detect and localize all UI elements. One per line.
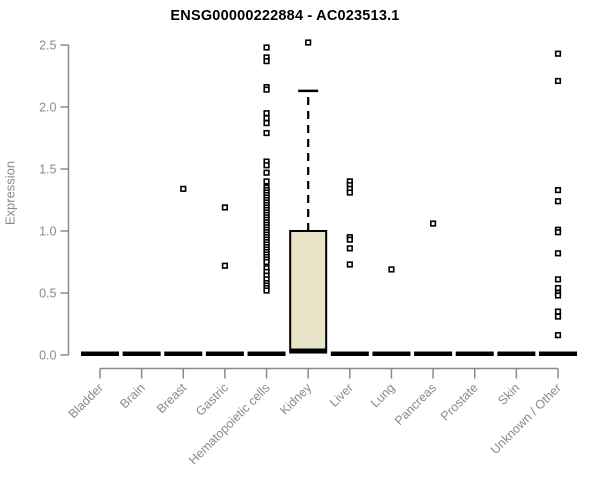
outlier-point: [263, 115, 270, 122]
x-tick-label: Gastric: [193, 381, 231, 419]
outlier-point: [429, 220, 437, 227]
outlier-point: [554, 313, 562, 320]
chart-title: ENSG00000222884 - AC023513.1: [170, 8, 400, 24]
outlier-point: [554, 186, 562, 194]
outlier-point: [221, 262, 229, 269]
outlier-point: [263, 162, 270, 169]
outlier-point: [263, 110, 270, 117]
outlier-point: [554, 332, 562, 339]
outlier-point: [346, 236, 353, 243]
x-tick-label: Brain: [117, 381, 148, 412]
outlier-point: [554, 250, 562, 257]
outlier-point: [263, 169, 270, 176]
outlier-point: [554, 77, 562, 85]
y-tick-label: 2.5: [39, 39, 56, 53]
x-tick-label: Liver: [327, 381, 356, 410]
x-tick-label: Pancreas: [392, 381, 439, 428]
outlier-point: [263, 44, 270, 51]
outlier-point: [263, 258, 270, 266]
outlier-point: [221, 204, 229, 211]
y-tick-label: 0.5: [39, 287, 56, 301]
box: [289, 230, 328, 354]
outlier-point: [346, 261, 353, 268]
outlier-point: [263, 86, 270, 93]
outlier-point: [554, 198, 562, 205]
outlier-point: [554, 276, 562, 283]
y-axis-title: Expression: [2, 160, 18, 226]
outlier-point: [263, 129, 270, 137]
outlier-point: [554, 50, 562, 57]
x-tick-label: Kidney: [277, 380, 314, 417]
outlier-point: [554, 229, 562, 236]
outlier-point: [263, 287, 270, 294]
outlier-point: [263, 178, 270, 185]
x-tick-label: Unknown / Other: [488, 381, 564, 457]
x-tick-label: Breast: [154, 380, 190, 416]
x-tick-label: Bladder: [66, 381, 106, 421]
x-tick-label: Prostate: [438, 381, 481, 424]
outlier-point: [346, 189, 353, 196]
outlier-point: [554, 308, 562, 315]
outlier-point: [388, 266, 395, 273]
x-tick-label: Lung: [368, 381, 398, 411]
x-tick-label: Skin: [495, 381, 522, 408]
y-tick-label: 1.5: [39, 163, 56, 177]
outlier-point: [305, 39, 312, 46]
outlier-point: [263, 120, 270, 127]
y-tick-label: 1.0: [39, 225, 56, 239]
outlier-point: [346, 245, 353, 252]
y-tick-label: 2.0: [39, 101, 56, 115]
x-tick-label: Hematopoietic cells: [186, 381, 273, 468]
outlier-point: [554, 292, 562, 299]
outlier-point: [554, 284, 562, 292]
outlier-point: [180, 185, 187, 192]
y-tick-label: 0.0: [39, 349, 56, 363]
outlier-point: [263, 58, 270, 65]
